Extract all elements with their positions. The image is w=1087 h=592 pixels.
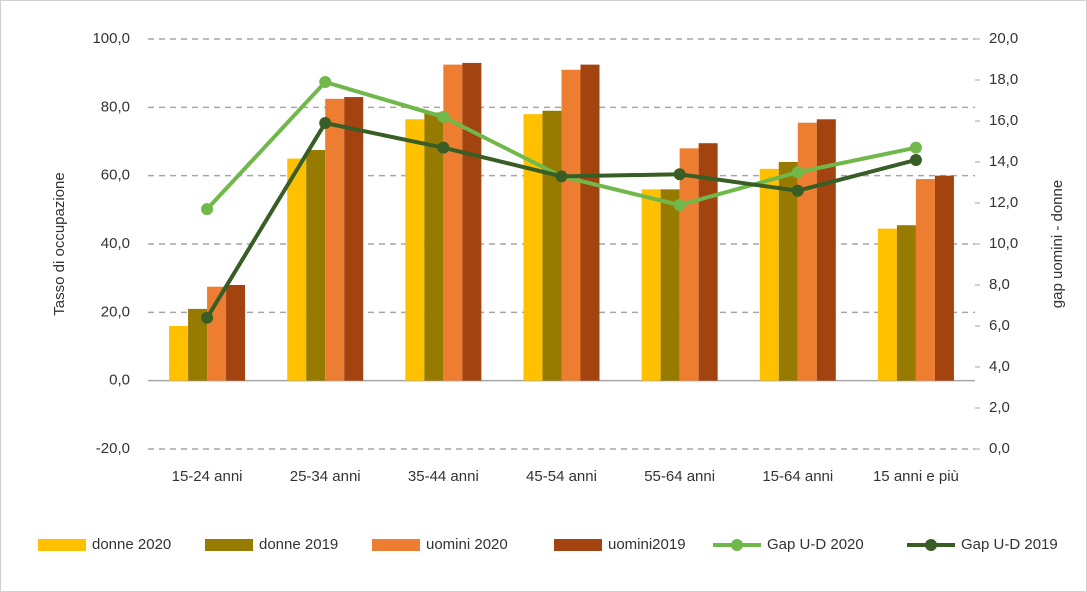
line-marker [791, 184, 804, 197]
bar [287, 158, 307, 381]
bar [405, 119, 425, 381]
x-tick-label: 15-64 anni [762, 468, 833, 485]
y-tick-label: 100,0 [92, 30, 130, 47]
bar [877, 228, 897, 381]
legend-label: uomini2019 [608, 536, 686, 553]
x-tick-label: 15 anni e più [873, 468, 959, 485]
y2-tick-label: 12,0 [989, 194, 1018, 211]
bar [641, 189, 661, 381]
x-tick-label: 15-24 anni [172, 468, 243, 485]
y2-tick-label: 4,0 [989, 358, 1010, 375]
bar [523, 114, 543, 381]
y-tick-label: 20,0 [101, 303, 130, 320]
bar [169, 326, 189, 381]
legend-label: uomini 2020 [426, 536, 508, 553]
y2-tick-label: 6,0 [989, 317, 1010, 334]
bar [344, 97, 364, 381]
bar [306, 150, 326, 381]
y2-tick-label: 0,0 [989, 440, 1010, 457]
x-tick-label: 35-44 anni [408, 468, 479, 485]
line-marker [319, 76, 332, 89]
y2-tick-label: 16,0 [989, 112, 1018, 129]
y-axis-title: Tasso di occupazione [51, 172, 68, 315]
bar [443, 64, 463, 381]
line-marker [555, 170, 568, 183]
line-marker [437, 141, 450, 154]
y2-tick-label: 2,0 [989, 399, 1010, 416]
bar [561, 69, 581, 381]
y2-tick-label: 10,0 [989, 235, 1018, 252]
y-tick-label: 80,0 [101, 98, 130, 115]
y2-tick-label: 14,0 [989, 153, 1018, 170]
line-marker [791, 166, 804, 179]
legend-label: Gap U-D 2020 [767, 536, 864, 553]
y2-axis-title: gap uomini - donne [1049, 180, 1066, 308]
y-tick-label: -20,0 [96, 440, 130, 457]
line-marker [909, 153, 922, 166]
y2-tick-label: 18,0 [989, 71, 1018, 88]
bar [580, 64, 600, 381]
bar [896, 225, 916, 381]
bar [778, 162, 798, 381]
legend-swatch [38, 539, 86, 551]
bar [188, 308, 208, 381]
line-marker [673, 168, 686, 181]
legend-label: Gap U-D 2019 [961, 536, 1058, 553]
line-marker [673, 199, 686, 212]
bar [698, 143, 718, 381]
y-tick-label: 0,0 [109, 372, 130, 389]
x-tick-label: 45-54 anni [526, 468, 597, 485]
line-marker [909, 141, 922, 154]
bar [462, 62, 482, 381]
y-tick-label: 40,0 [101, 235, 130, 252]
y2-tick-label: 8,0 [989, 276, 1010, 293]
legend-label: donne 2020 [92, 536, 171, 553]
legend-swatch [372, 539, 420, 551]
y-tick-label: 60,0 [101, 167, 130, 184]
line-marker [319, 117, 332, 130]
x-tick-label: 55-64 anni [644, 468, 715, 485]
bar [660, 189, 680, 381]
bar [934, 175, 954, 381]
bar [424, 112, 444, 381]
bar [226, 285, 246, 381]
bar [325, 98, 345, 381]
y2-tick-label: 20,0 [989, 30, 1018, 47]
line-marker [437, 110, 450, 123]
legend-swatch [205, 539, 253, 551]
x-tick-label: 25-34 anni [290, 468, 361, 485]
bar [816, 119, 836, 381]
legend-label: donne 2019 [259, 536, 338, 553]
legend-swatch [925, 539, 937, 551]
bar [759, 168, 779, 381]
line-marker [201, 203, 214, 216]
legend-swatch [731, 539, 743, 551]
line-marker [201, 311, 214, 324]
legend-swatch [554, 539, 602, 551]
bar [542, 110, 562, 381]
bar [797, 122, 817, 381]
bar [915, 179, 935, 381]
bar [679, 148, 699, 381]
